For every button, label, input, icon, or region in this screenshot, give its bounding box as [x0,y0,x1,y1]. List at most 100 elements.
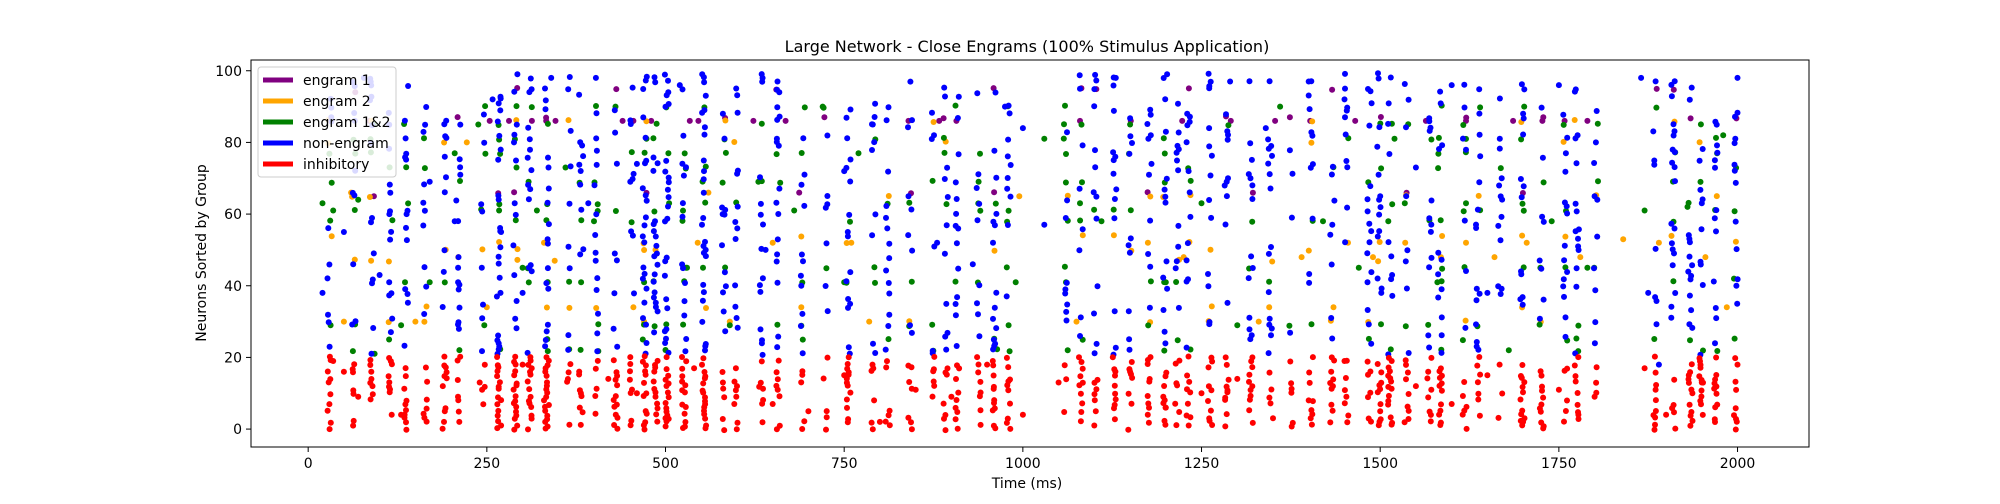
spike-point [701,107,708,114]
spike-point [991,304,998,311]
spike-point [1697,186,1704,193]
spike-point [368,368,375,375]
spike-point [566,265,573,272]
spike-point [700,189,707,196]
spike-point [1437,407,1444,414]
spike-point [993,174,1000,181]
spike-point [1374,233,1381,240]
spike-point [991,147,998,154]
spike-point [511,88,518,95]
spike-point [931,382,938,389]
spike-point [1289,419,1296,426]
spike-point [952,312,959,319]
spike-point [1076,247,1083,254]
spike-point [1428,254,1435,261]
spike-point [824,201,831,208]
spike-point [1473,297,1480,304]
spike-point [756,282,763,289]
spike-point [1402,258,1409,265]
spike-point [1540,114,1547,121]
spike-point [1249,354,1256,361]
spike-point [869,147,875,153]
spike-point [1110,82,1117,89]
spike-point [1041,221,1048,228]
spike-point [1208,303,1215,310]
spike-point [757,288,764,295]
spike-point [1734,300,1741,307]
spike-point [545,154,551,161]
spike-point [847,389,854,396]
spike-point [1309,398,1316,405]
spike-point [592,74,599,81]
spike-point [1161,186,1168,193]
spike-point [594,275,601,282]
spike-point [876,418,883,425]
spike-point [1173,380,1180,387]
spike-point [1668,232,1675,239]
spike-point [1061,362,1068,369]
spike-point [611,290,618,297]
spike-point [1462,324,1469,331]
spike-point [1645,289,1652,296]
spike-point [1266,171,1273,178]
spike-point [385,373,392,380]
spike-point [1687,115,1694,122]
spike-point [1696,373,1703,380]
spike-point [421,318,428,325]
spike-point [907,78,914,85]
spike-point [844,229,851,235]
spike-point [991,247,998,254]
spike-point [453,197,460,204]
spike-point [613,160,620,167]
spike-point [565,117,572,124]
spike-point [941,176,948,182]
spike-point [679,378,686,385]
spike-point [872,279,878,286]
y-tick-label: 60 [224,207,242,223]
spike-point [847,269,854,276]
spike-point [719,416,726,422]
spike-point [633,390,640,397]
spike-point [1175,222,1182,229]
spike-point [1439,233,1446,239]
spike-point [594,348,601,355]
spike-point [593,161,600,168]
spike-point [1520,110,1527,117]
spike-point [1183,344,1190,351]
spike-point [1147,263,1154,270]
spike-point [1175,167,1182,174]
spike-point [401,117,408,124]
spike-point [773,135,780,142]
spike-point [443,117,450,124]
spike-point [1003,264,1010,271]
spike-point [929,177,936,184]
spike-point [952,102,959,109]
spike-point [774,236,781,243]
spike-point [732,236,739,242]
spike-point [1641,365,1648,372]
spike-point [495,100,502,107]
spike-point [969,261,976,268]
spike-point [699,318,706,325]
y-axis-label: Neurons Sorted by Group [194,164,210,342]
spike-point [319,200,326,207]
spike-point [543,114,550,121]
spike-point [1376,196,1383,203]
spike-point [929,321,936,328]
spike-point [1286,322,1293,329]
spike-point [908,278,915,285]
spike-point [1076,72,1083,79]
spike-point [1620,236,1627,243]
spike-point [694,239,701,246]
spike-point [1064,192,1071,199]
spike-point [441,418,447,425]
spike-point [1510,117,1517,124]
spike-point [699,361,705,368]
spike-point [1147,217,1154,224]
spike-point [942,427,949,434]
spike-point [513,325,520,332]
spike-point [1266,369,1273,376]
spike-point [1079,400,1086,407]
spike-point [1732,218,1739,225]
spike-point [476,379,483,386]
